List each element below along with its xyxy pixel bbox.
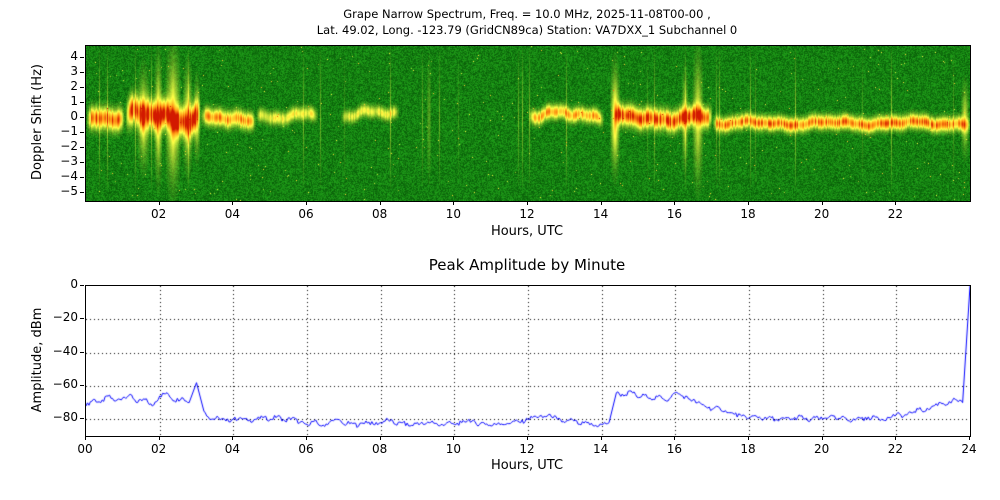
tick-mark — [306, 201, 307, 205]
amplitude-canvas — [86, 286, 970, 436]
amplitude-y-tick-label: −60 — [52, 377, 78, 391]
tick-mark — [674, 201, 676, 205]
amplitude-y-tick-label: −20 — [52, 310, 78, 325]
spectrogram-x-tick-label: 04 — [224, 207, 240, 221]
amplitude-x-tick-label: 06 — [298, 442, 314, 456]
tick-mark — [306, 436, 307, 440]
spectrogram-y-tick-label: 1 — [70, 94, 78, 109]
tick-mark — [80, 57, 84, 59]
figure-title: Grape Narrow Spectrum, Freq. = 10.0 MHz,… — [85, 6, 969, 38]
amplitude-x-tick-label: 10 — [445, 442, 461, 456]
amplitude-x-tick-label: 02 — [151, 442, 167, 456]
amplitude-x-tick-label: 00 — [77, 442, 93, 456]
spectrogram-x-tick-label: 08 — [372, 207, 388, 221]
spectrogram-canvas — [86, 46, 970, 201]
tick-mark — [80, 87, 84, 89]
tick-mark — [232, 201, 234, 205]
tick-mark — [895, 201, 897, 205]
amplitude-xlabel: Hours, UTC — [490, 458, 564, 473]
tick-mark — [80, 285, 84, 286]
tick-mark — [527, 436, 528, 440]
spectrogram-y-tick-label: 3 — [70, 64, 78, 79]
amplitude-x-tick-label: 04 — [224, 442, 240, 456]
spectrogram-ylabel: Doppler Shift (Hz) — [30, 64, 45, 180]
spectrogram-x-tick-label: 22 — [887, 207, 903, 221]
tick-mark — [379, 436, 381, 440]
tick-mark — [674, 436, 676, 440]
amplitude-title: Peak Amplitude by Minute — [428, 256, 626, 274]
amplitude-y-tick-label: −40 — [52, 343, 78, 358]
amplitude-x-tick-label: 16 — [666, 442, 682, 456]
spectrogram-y-tick-label: −1 — [60, 124, 78, 139]
spectrogram-y-tick-label: 4 — [70, 49, 78, 64]
amplitude-x-tick-label: 22 — [887, 442, 903, 456]
amplitude-y-tick-label: −80 — [52, 410, 78, 425]
spectrogram-x-tick-label: 06 — [298, 207, 314, 221]
amplitude-ylabel: Amplitude, dBm — [30, 307, 45, 413]
tick-mark — [85, 436, 86, 440]
tick-mark — [379, 201, 381, 205]
spectrogram-y-tick-label: −4 — [60, 169, 78, 184]
amplitude-x-tick-label: 20 — [814, 442, 830, 456]
tick-mark — [80, 147, 84, 149]
amplitude-x-tick-label: 08 — [372, 442, 388, 456]
tick-mark — [80, 385, 84, 386]
tick-mark — [600, 436, 602, 440]
spectrogram-y-tick-label: −3 — [60, 154, 78, 169]
spectrogram-x-tick-label: 02 — [151, 207, 167, 221]
tick-mark — [80, 162, 84, 164]
tick-mark — [80, 318, 84, 320]
tick-mark — [232, 436, 234, 440]
spectrogram-x-tick-label: 20 — [814, 207, 830, 221]
spectrogram-x-tick-label: 14 — [593, 207, 609, 221]
figure-title-line1: Grape Narrow Spectrum, Freq. = 10.0 MHz,… — [343, 7, 711, 21]
spectrogram-y-tick-label: 0 — [70, 109, 78, 124]
spectrogram-x-tick-label: 16 — [666, 207, 682, 221]
tick-mark — [895, 436, 897, 440]
tick-mark — [80, 418, 84, 420]
tick-mark — [821, 436, 823, 440]
tick-mark — [969, 436, 970, 440]
tick-mark — [80, 72, 84, 74]
figure-title-line2: Lat. 49.02, Long. -123.79 (GridCN89ca) S… — [316, 23, 738, 37]
tick-mark — [527, 201, 528, 205]
tick-mark — [453, 436, 455, 440]
tick-mark — [158, 201, 160, 205]
spectrogram-y-tick-label: −5 — [60, 184, 78, 199]
spectrogram-xlabel: Hours, UTC — [490, 224, 564, 239]
spectrogram-x-tick-label: 12 — [519, 207, 535, 221]
tick-mark — [80, 117, 84, 119]
spectrogram-y-tick-label: 2 — [70, 79, 78, 94]
spectrogram-x-tick-label: 10 — [445, 207, 461, 221]
amplitude-x-tick-label: 14 — [593, 442, 609, 456]
amplitude-x-tick-label: 24 — [961, 442, 977, 456]
tick-mark — [80, 177, 84, 179]
amplitude-plot — [85, 285, 971, 437]
amplitude-x-tick-label: 18 — [740, 442, 756, 456]
tick-mark — [80, 192, 84, 194]
tick-mark — [748, 436, 749, 440]
tick-mark — [158, 436, 160, 440]
tick-mark — [80, 132, 84, 134]
spectrogram-x-tick-label: 18 — [740, 207, 756, 221]
spectrogram-y-tick-label: −2 — [60, 139, 78, 154]
tick-mark — [453, 201, 455, 205]
tick-mark — [748, 201, 749, 205]
tick-mark — [80, 102, 84, 104]
tick-mark — [80, 351, 84, 353]
tick-mark — [821, 201, 823, 205]
amplitude-y-tick-label: 0 — [70, 277, 78, 291]
spectrogram-plot — [85, 45, 971, 202]
amplitude-x-tick-label: 12 — [519, 442, 535, 456]
tick-mark — [600, 201, 602, 205]
